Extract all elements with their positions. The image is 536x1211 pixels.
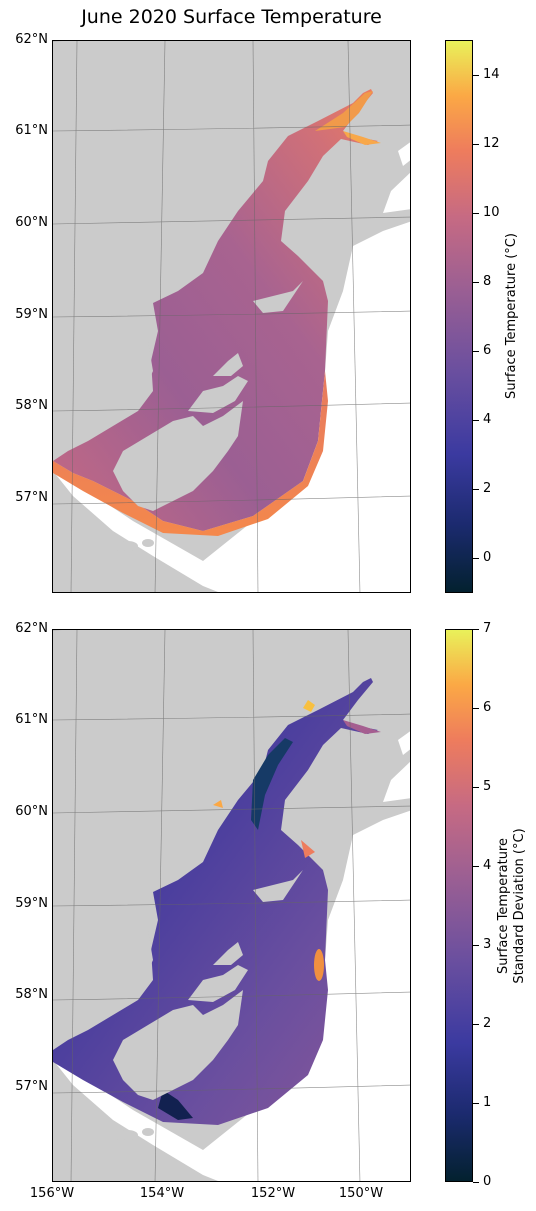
colorbar-tick-label: 0 [483, 1174, 492, 1189]
colorbar-tick-label: 2 [483, 1016, 492, 1031]
cook-inlet-temperature-field [53, 89, 378, 531]
colorbar-tick-label: 8 [483, 273, 492, 289]
temperature-map-svg [53, 41, 410, 592]
cook-inlet-std-field [53, 678, 378, 1125]
afognak-island [188, 965, 248, 1002]
colorbar-tick [473, 866, 479, 867]
colorbar-tick [473, 489, 479, 491]
kodiak-island [113, 401, 243, 511]
std-colorbar-label-line1: Surface Temperature [496, 838, 511, 975]
colorbar-tick [473, 212, 479, 214]
std-deviation-map-panel [52, 629, 411, 1182]
ocean-gulf-of-alaska [53, 810, 410, 1181]
lat-label-62: 62°N [15, 621, 48, 636]
lat-label-57: 57°N [15, 490, 48, 505]
figure-title: June 2020 Surface Temperature [81, 6, 382, 28]
lat-label-60: 60°N [15, 215, 48, 230]
colorbar-tick [473, 945, 479, 946]
colorbar-tick-label: 5 [483, 779, 492, 794]
colorbar-tick-label: 4 [483, 858, 492, 873]
colorbar-tick-label: 6 [483, 700, 492, 715]
lat-label-61: 61°N [15, 123, 48, 138]
lat-label-59: 59°N [15, 896, 48, 911]
lat-label-62: 62°N [15, 32, 48, 47]
colorbar-tick-label: 12 [483, 135, 500, 151]
colorbar-tick [473, 351, 479, 353]
colorbar-tick [473, 1182, 479, 1183]
colorbar-tick [473, 1024, 479, 1025]
lat-label-59: 59°N [15, 307, 48, 322]
temperature-map-panel [52, 40, 411, 593]
colorbar-tick-label: 14 [483, 66, 500, 82]
colorbar-tick-label: 7 [483, 621, 492, 636]
colorbar-tick-label: 6 [483, 343, 492, 359]
lon-label-154: 154°W [139, 1186, 185, 1201]
colorbar-tick-label: 1 [483, 1095, 492, 1110]
temperature-colorbar-label: Surface Temperature (°C) [504, 233, 519, 399]
colorbar-tick [473, 143, 479, 145]
afognak-island [188, 376, 248, 413]
colorbar-tick-label: 4 [483, 412, 492, 428]
colorbar-tick [473, 1103, 479, 1104]
graticule [53, 630, 410, 1181]
lat-label-57: 57°N [15, 1079, 48, 1094]
lon-label-150: 150°W [338, 1186, 384, 1201]
lat-label-61: 61°N [15, 712, 48, 727]
colorbar-tick [473, 787, 479, 788]
lat-label-58: 58°N [15, 398, 48, 413]
std-deviation-colorbar-label: Surface Temperature Standard Deviation (… [496, 796, 528, 1016]
temperature-colorbar [445, 40, 473, 593]
std-deviation-colorbar [445, 629, 473, 1182]
colorbar-tick [473, 420, 479, 422]
graticule [53, 41, 410, 592]
lat-label-58: 58°N [15, 987, 48, 1002]
colorbar-tick-label: 0 [483, 550, 492, 566]
colorbar-tick [473, 281, 479, 283]
colorbar-tick-label: 10 [483, 204, 500, 220]
kodiak-island [113, 990, 243, 1100]
lat-label-60: 60°N [15, 804, 48, 819]
std-colorbar-label-line2: Standard Deviation (°C) [512, 828, 527, 984]
lon-label-152: 152°W [250, 1186, 296, 1201]
colorbar-tick [473, 558, 479, 560]
colorbar-tick-label: 3 [483, 937, 492, 952]
lon-label-156: 156°W [29, 1186, 75, 1201]
colorbar-tick [473, 74, 479, 76]
std-deviation-map-svg [53, 630, 410, 1181]
ocean-gulf-of-alaska [53, 221, 410, 592]
colorbar-tick [473, 629, 479, 630]
colorbar-tick [473, 708, 479, 709]
colorbar-tick-label: 2 [483, 481, 492, 497]
